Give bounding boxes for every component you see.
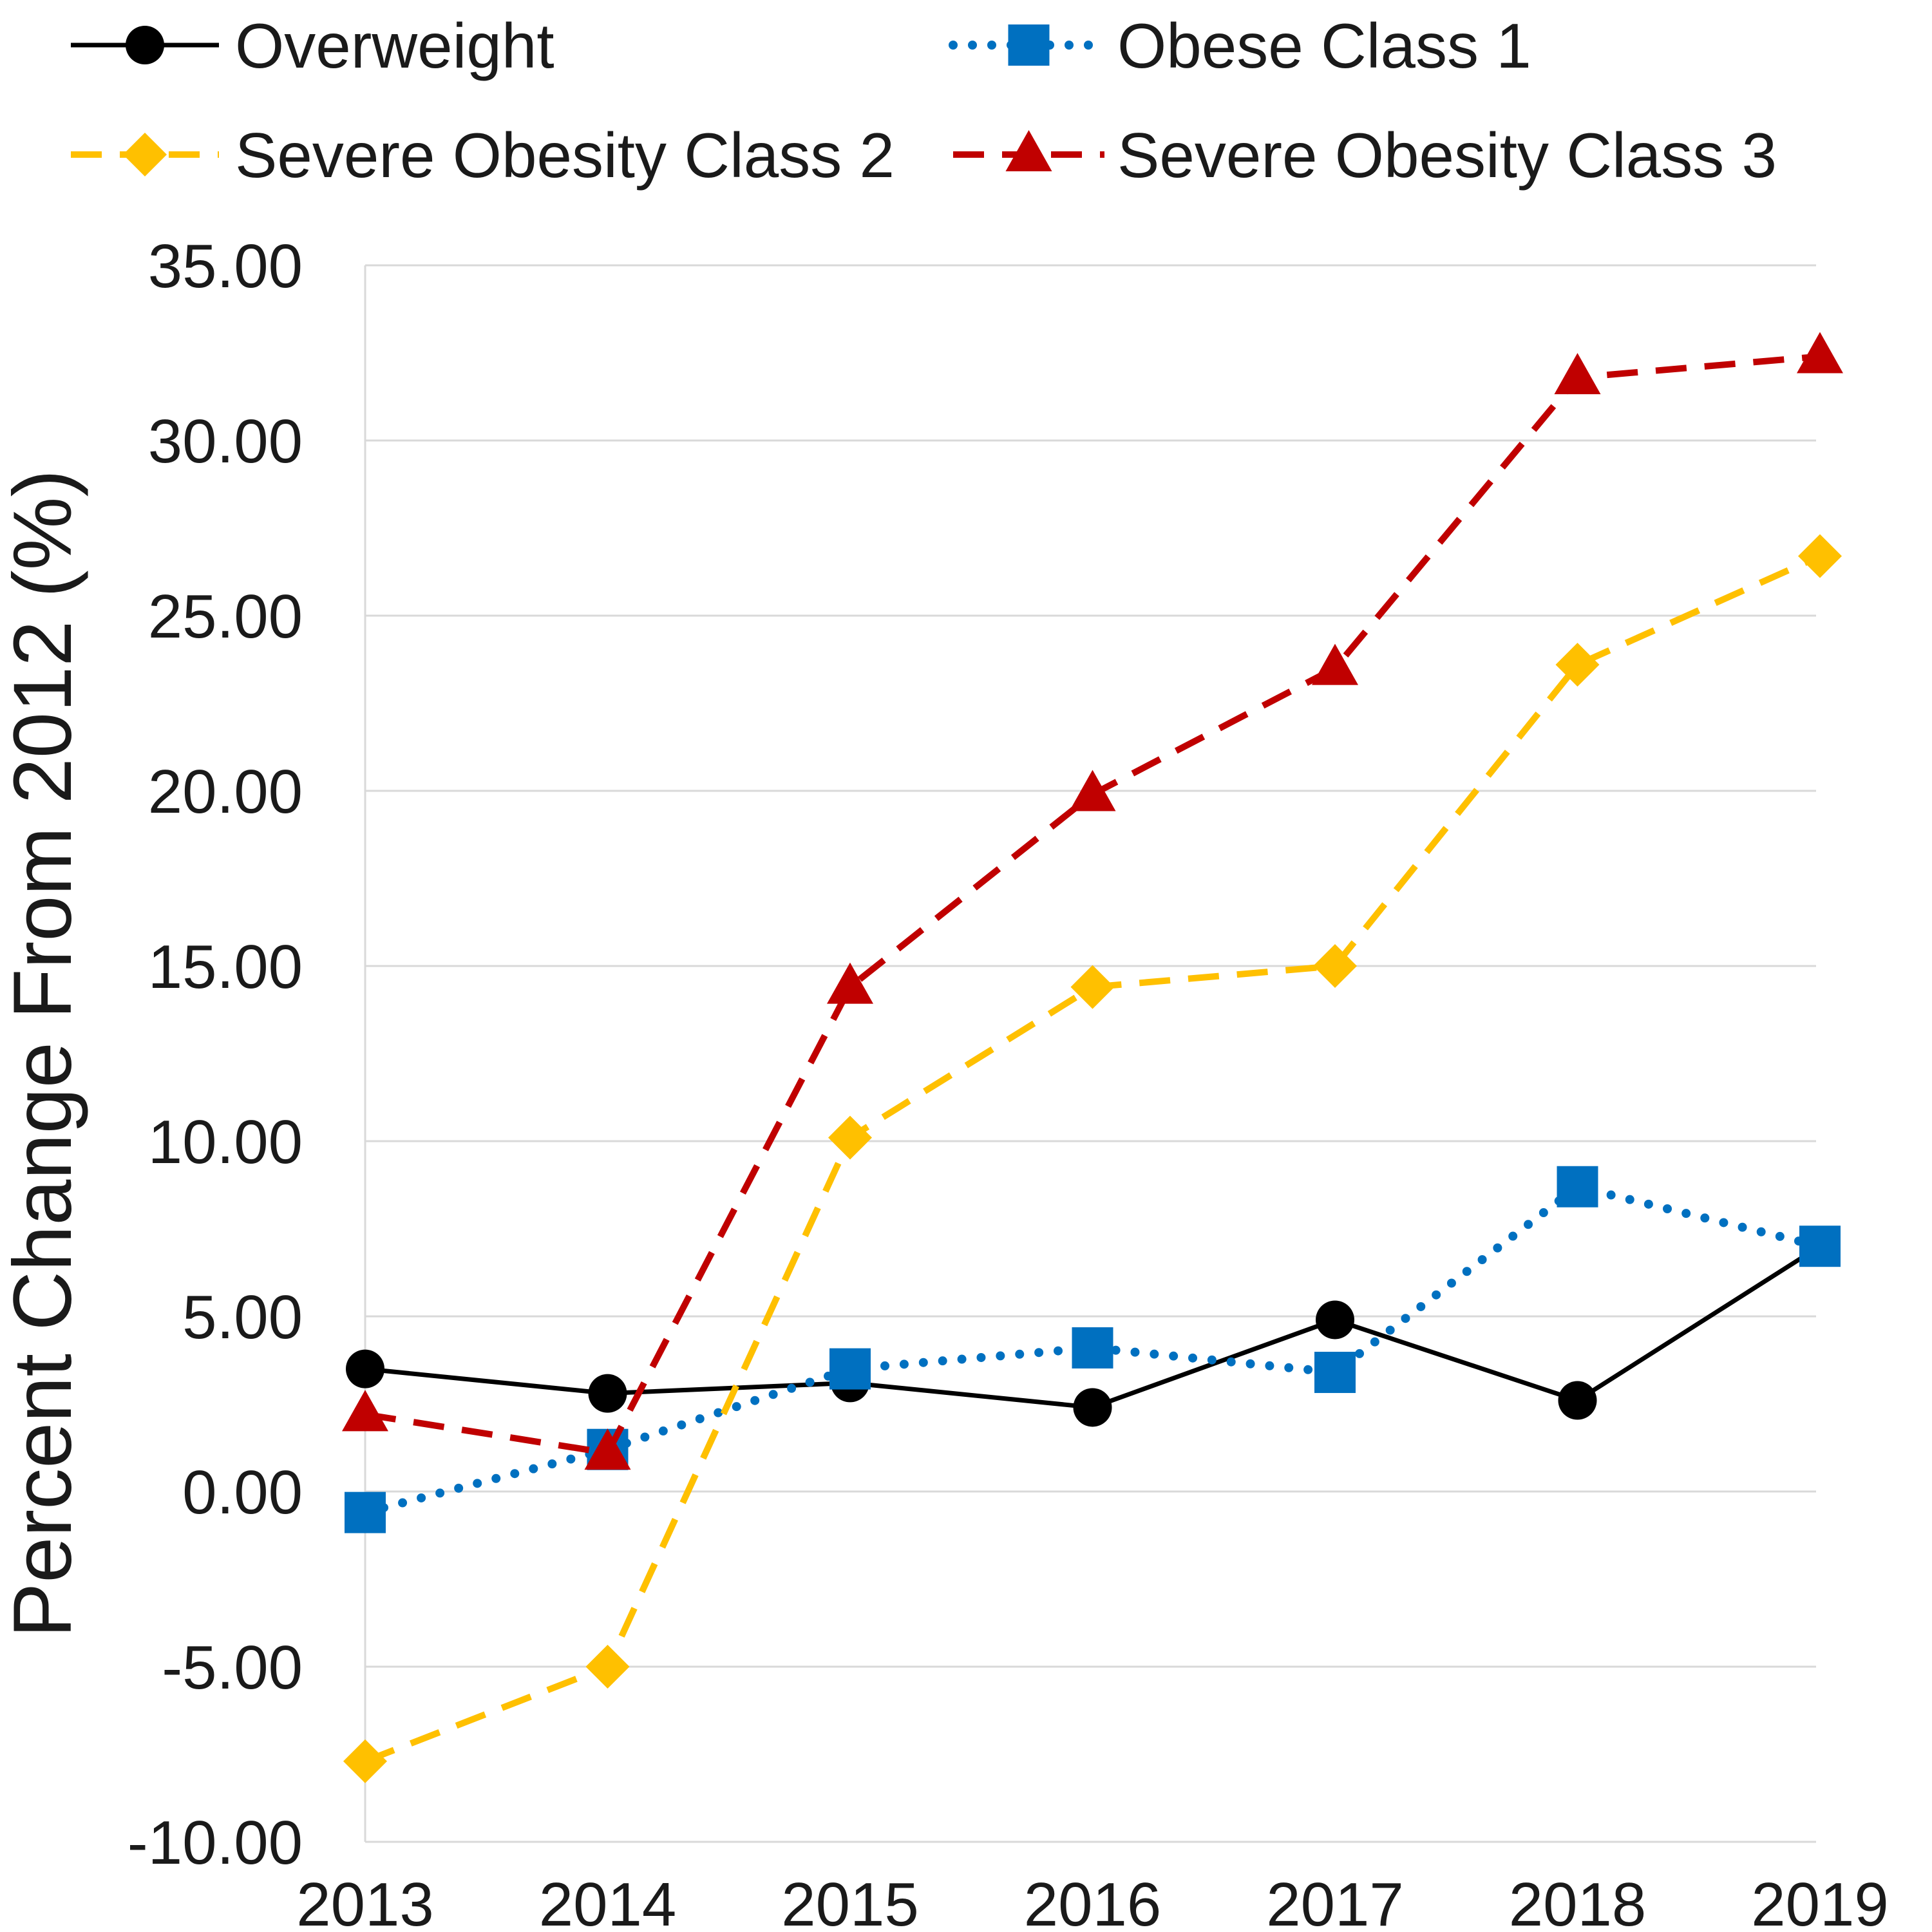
series-line-severe-obesity-class-2 [364, 553, 1822, 1765]
data-point-obese-class-1 [1799, 1226, 1841, 1267]
legend-item-overweight: Overweight [71, 10, 554, 81]
x-tick-label: 2016 [1024, 1870, 1162, 1932]
legend-item-severe-obesity-class-3: Severe Obesity Class 3 [953, 120, 1777, 191]
data-point-overweight [1558, 1381, 1597, 1420]
data-point-severe-obesity-class-2 [343, 1739, 387, 1783]
x-tick-label: 2013 [296, 1870, 434, 1932]
legend-marker-obese-class-1 [1008, 24, 1050, 66]
data-point-severe-obesity-class-2 [1070, 965, 1115, 1009]
series-overweight [346, 1227, 1839, 1427]
data-point-overweight [346, 1349, 384, 1388]
series-layer [342, 332, 1843, 1783]
legend-label-severe-obesity-class-2: Severe Obesity Class 2 [235, 120, 895, 191]
legend-label-severe-obesity-class-3: Severe Obesity Class 3 [1117, 120, 1777, 191]
y-tick-label: -5.00 [162, 1633, 303, 1702]
axes: -10.00 -5.00 0.00 5.00 10.00 15.00 20.00 25.00 3… [128, 232, 1889, 1932]
series-severe-obesity-class-2 [343, 534, 1842, 1783]
gridlines [365, 264, 1816, 1843]
y-tick-label: 15.00 [148, 933, 303, 1001]
series-severe-obesity-class-3 [342, 332, 1843, 1470]
legend-marker-severe-obesity-class-3 [1005, 130, 1052, 171]
data-point-severe-obesity-class-3 [1554, 353, 1601, 395]
y-tick-label: 5.00 [182, 1283, 303, 1352]
data-point-severe-obesity-class-2 [1555, 643, 1600, 687]
data-point-obese-class-1 [1314, 1352, 1356, 1394]
y-axis-title: Percent Change From 2012 (%) [0, 469, 89, 1638]
series-line-overweight [363, 1244, 1823, 1410]
x-tick-label: 2017 [1266, 1870, 1404, 1932]
data-point-severe-obesity-class-3 [1312, 643, 1358, 685]
x-tick-label: 2014 [539, 1870, 677, 1932]
data-point-severe-obesity-class-3 [584, 1428, 631, 1470]
legend-label-obese-class-1: Obese Class 1 [1117, 10, 1531, 81]
data-point-overweight [1073, 1388, 1112, 1427]
legend-marker-overweight [126, 26, 164, 64]
legend-label-overweight: Overweight [235, 10, 554, 81]
legend-item-obese-class-1: Obese Class 1 [949, 10, 1531, 81]
data-point-severe-obesity-class-2 [585, 1645, 630, 1689]
data-point-severe-obesity-class-2 [1313, 944, 1357, 988]
y-tick-label: 20.00 [148, 757, 303, 826]
legend-marker-severe-obesity-class-2 [123, 133, 167, 176]
y-tick-label: -10.00 [128, 1808, 303, 1877]
data-point-obese-class-1 [829, 1348, 871, 1390]
legend-item-severe-obesity-class-2: Severe Obesity Class 2 [71, 120, 895, 191]
y-tick-label: 35.00 [148, 232, 303, 301]
data-point-obese-class-1 [1072, 1327, 1113, 1368]
data-point-severe-obesity-class-3 [827, 962, 873, 1004]
data-point-severe-obesity-class-3 [1069, 770, 1116, 811]
y-tick-label: 10.00 [148, 1108, 303, 1177]
data-point-overweight [588, 1374, 627, 1413]
y-tick-label: 30.00 [148, 407, 303, 476]
series-obese-class-1 [345, 1166, 1841, 1533]
x-tick-label: 2015 [781, 1870, 919, 1932]
x-tick-label: 2018 [1509, 1870, 1647, 1932]
y-tick-label: 0.00 [182, 1458, 303, 1527]
data-point-severe-obesity-class-3 [342, 1390, 388, 1432]
legend: Overweight Obese Class 1 Severe Obesity Cl… [71, 10, 1777, 191]
data-point-obese-class-1 [1557, 1166, 1598, 1208]
series-line-severe-obesity-class-3 [365, 353, 1821, 1457]
data-point-severe-obesity-class-2 [828, 1115, 872, 1160]
data-point-severe-obesity-class-2 [1798, 534, 1842, 578]
data-point-overweight [1316, 1300, 1354, 1340]
x-tick-label: 2019 [1751, 1870, 1889, 1932]
y-tick-label: 25.00 [148, 582, 303, 651]
data-point-severe-obesity-class-3 [1797, 332, 1843, 374]
data-point-obese-class-1 [345, 1492, 386, 1533]
